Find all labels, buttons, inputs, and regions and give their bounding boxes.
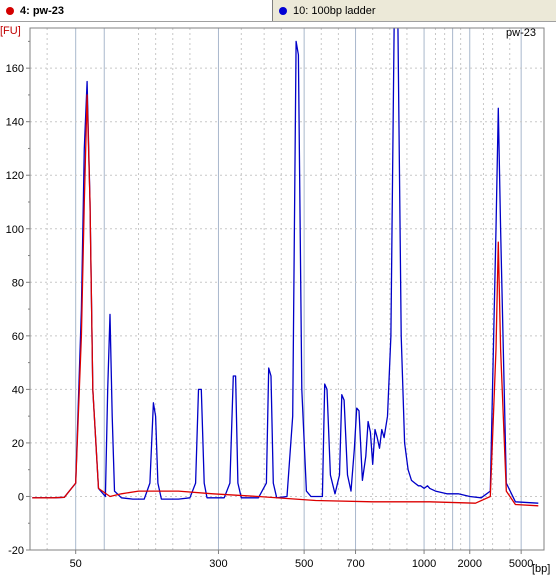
y-tick-label: 20 bbox=[12, 438, 24, 450]
tab-label: 10: 100bp ladder bbox=[293, 4, 376, 17]
y-tick-label: -20 bbox=[8, 545, 24, 557]
y-tick-label: 160 bbox=[6, 63, 24, 75]
y-tick-label: 120 bbox=[6, 170, 24, 182]
x-tick-label: 1000 bbox=[412, 558, 436, 570]
x-tick-label: 50 bbox=[70, 558, 82, 570]
tab-sample-ladder[interactable]: 10: 100bp ladder bbox=[273, 0, 556, 21]
ladder-trace-line bbox=[32, 28, 539, 504]
sample-trace-line bbox=[32, 94, 539, 507]
y-tick-label: 140 bbox=[6, 117, 24, 129]
tab-label: 4: pw-23 bbox=[20, 4, 65, 17]
y-tick-label: 60 bbox=[12, 331, 24, 343]
chart-title: pw-23 bbox=[506, 27, 536, 39]
x-axis-ticks: 5030050070010002000500010380 bbox=[70, 550, 533, 570]
tab-sample-pw-23[interactable]: 4: pw-23 bbox=[0, 0, 273, 21]
series-layer bbox=[32, 28, 539, 507]
x-tick-label: 5000 bbox=[509, 558, 533, 570]
x-axis-label: [bp] bbox=[532, 563, 550, 575]
y-axis-ticks: -20 0 20 40 60 80 100 120 140 160 bbox=[6, 40, 30, 557]
y-tick-label: 40 bbox=[12, 384, 24, 396]
grid-lines bbox=[30, 28, 544, 551]
electropherogram-chart: -20 0 20 40 60 80 100 120 140 160 50 300 500 700 1000… bbox=[0, 25, 550, 575]
y-tick-label: 0 bbox=[18, 491, 24, 503]
y-tick-label: 100 bbox=[6, 224, 24, 236]
plot-frame bbox=[29, 27, 545, 551]
blue-dot-icon bbox=[279, 6, 287, 15]
x-tick-label: 500 bbox=[295, 558, 313, 570]
y-axis-label: [FU] bbox=[0, 25, 21, 37]
tab-bar: 4: pw-23 10: 100bp ladder bbox=[0, 0, 556, 22]
x-tick-label: 700 bbox=[346, 558, 364, 570]
red-dot-icon bbox=[6, 6, 14, 15]
y-tick-label: 80 bbox=[12, 277, 24, 289]
x-tick-label: 2000 bbox=[458, 558, 482, 570]
x-tick-label: 300 bbox=[209, 558, 227, 570]
